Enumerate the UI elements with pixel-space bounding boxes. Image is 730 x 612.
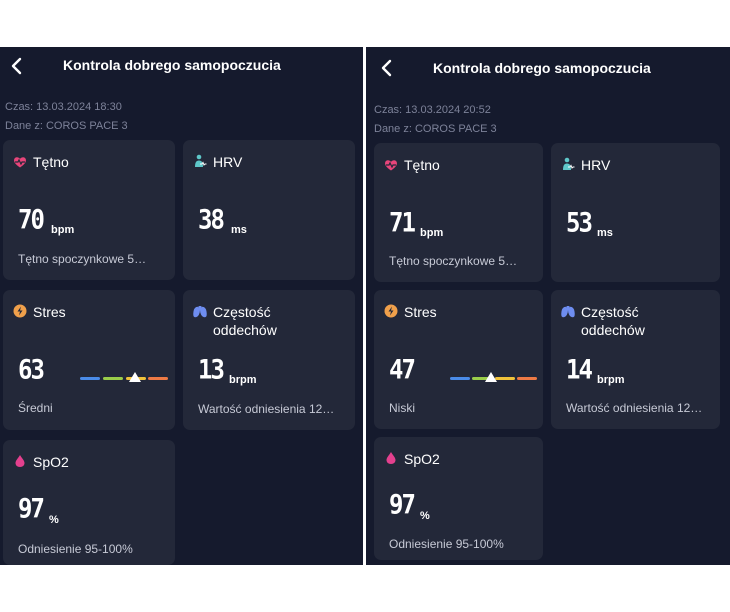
heart-rate-value: 70 xyxy=(18,204,45,235)
stress-value: 63 xyxy=(18,354,45,385)
hrv-label: HRV xyxy=(581,157,611,173)
heart-rate-unit: bpm xyxy=(420,227,444,239)
measurement-time: Czas: 13.03.2024 18:30 xyxy=(5,101,122,113)
lightning-icon xyxy=(384,304,398,318)
respiration-label-line2: oddechów xyxy=(213,322,277,338)
respiration-label-line2: oddechów xyxy=(581,322,645,338)
spo2-unit: % xyxy=(420,510,430,522)
chevron-left-icon[interactable] xyxy=(8,57,26,75)
spo2-card[interactable]: SpO2 97 % Odniesienie 95-100% xyxy=(374,437,543,560)
respiration-rate-card[interactable]: Częstość oddechów 13 brpm Wartość odnies… xyxy=(183,290,355,430)
spo2-value: 97 xyxy=(389,489,416,520)
stress-level-marker xyxy=(484,372,497,382)
resting-heart-rate: Tętno spoczynkowe 5… xyxy=(389,254,518,268)
scale-segment-orange xyxy=(517,377,537,380)
hrv-label: HRV xyxy=(213,154,243,170)
respiration-label-line1: Częstość xyxy=(213,304,271,320)
respiration-unit: brpm xyxy=(229,374,257,386)
spo2-reference: Odniesienie 95-100% xyxy=(389,537,504,551)
hrv-card[interactable]: HRV 53 ms xyxy=(551,143,720,282)
hrv-value: 38 xyxy=(198,204,225,235)
panel-divider xyxy=(363,47,366,565)
spo2-card[interactable]: SpO2 97 % Odniesienie 95-100% xyxy=(3,440,175,565)
respiration-value: 13 xyxy=(198,354,225,385)
lightning-icon xyxy=(13,304,27,318)
data-source: Dane z: COROS PACE 3 xyxy=(5,120,128,132)
scale-segment-green xyxy=(472,377,492,380)
chevron-left-icon[interactable] xyxy=(378,59,396,77)
wellness-panel-left: Kontrola dobrego samopoczucia Czas: 13.0… xyxy=(0,47,363,565)
hrv-unit: ms xyxy=(597,227,613,239)
stress-value: 47 xyxy=(389,354,416,385)
hrv-person-icon xyxy=(195,154,207,167)
stress-category: Średni xyxy=(18,401,53,415)
stress-card[interactable]: Stres 63 Średni xyxy=(3,290,175,430)
spo2-label: SpO2 xyxy=(404,451,440,467)
hrv-unit: ms xyxy=(231,224,247,236)
scale-segment-blue xyxy=(450,377,470,380)
scale-segment-blue xyxy=(80,377,100,380)
stress-level-scale xyxy=(450,372,537,386)
heart-rate-value: 71 xyxy=(389,207,416,238)
heart-rate-unit: bpm xyxy=(51,224,75,236)
scale-segment-green xyxy=(103,377,123,380)
measurement-time: Czas: 13.03.2024 20:52 xyxy=(374,104,491,116)
respiration-reference: Wartość odniesienia 12… xyxy=(198,402,335,416)
respiration-value: 14 xyxy=(566,354,593,385)
stress-card[interactable]: Stres 47 Niski xyxy=(374,290,543,429)
heart-pulse-icon xyxy=(385,160,397,171)
hrv-person-icon xyxy=(563,157,575,170)
wellness-panel-right: Kontrola dobrego samopoczucia Czas: 13.0… xyxy=(366,47,730,565)
spo2-label: SpO2 xyxy=(33,454,69,470)
heart-rate-label: Tętno xyxy=(404,157,440,173)
drop-icon xyxy=(15,455,25,467)
heart-pulse-icon xyxy=(14,157,26,168)
scale-segment-orange xyxy=(148,377,168,380)
spo2-value: 97 xyxy=(18,493,45,524)
hrv-card[interactable]: HRV 38 ms xyxy=(183,140,355,280)
page-title: Kontrola dobrego samopoczucia xyxy=(63,57,281,73)
stress-level-scale xyxy=(80,372,168,386)
resting-heart-rate: Tętno spoczynkowe 5… xyxy=(18,252,147,266)
lungs-icon xyxy=(561,306,575,318)
spo2-unit: % xyxy=(49,514,59,526)
respiration-reference: Wartość odniesienia 12… xyxy=(566,401,703,415)
page-title: Kontrola dobrego samopoczucia xyxy=(433,60,651,76)
lungs-icon xyxy=(193,306,207,318)
respiration-rate-card[interactable]: Częstość oddechów 14 brpm Wartość odnies… xyxy=(551,290,720,429)
hrv-value: 53 xyxy=(566,207,593,238)
scale-segment-yellow xyxy=(495,377,515,380)
heart-rate-label: Tętno xyxy=(33,154,69,170)
respiration-label-line1: Częstość xyxy=(581,304,639,320)
stress-level-marker xyxy=(129,372,142,382)
heart-rate-card[interactable]: Tętno 70 bpm Tętno spoczynkowe 5… xyxy=(3,140,175,280)
drop-icon xyxy=(386,452,396,464)
heart-rate-card[interactable]: Tętno 71 bpm Tętno spoczynkowe 5… xyxy=(374,143,543,282)
data-source: Dane z: COROS PACE 3 xyxy=(374,123,497,135)
respiration-unit: brpm xyxy=(597,374,625,386)
stress-label: Stres xyxy=(33,304,66,320)
stress-label: Stres xyxy=(404,304,437,320)
stress-category: Niski xyxy=(389,401,415,415)
spo2-reference: Odniesienie 95-100% xyxy=(18,542,133,556)
